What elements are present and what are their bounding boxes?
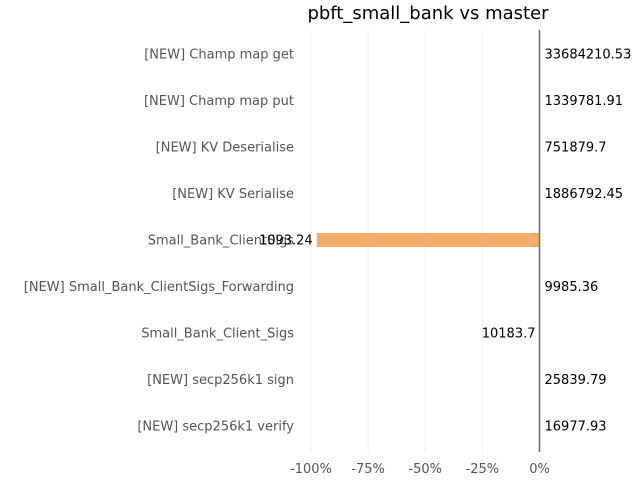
value-labels: 33684210.53 1339781.91 751879.7 1886792.45 1… bbox=[259, 48, 631, 435]
x-axis-ticks: -100% -75% -50% -25% 0% bbox=[290, 462, 550, 477]
x-tick-label: -25% bbox=[466, 462, 500, 477]
x-tick-label: -50% bbox=[408, 462, 442, 477]
category-label: [NEW] KV Serialise bbox=[172, 187, 294, 202]
category-label: [NEW] Champ map put bbox=[144, 94, 294, 109]
value-label: 1339781.91 bbox=[545, 94, 624, 109]
value-label: 1093.24 bbox=[259, 234, 313, 249]
category-label: [NEW] Champ map get bbox=[144, 48, 294, 63]
category-labels: [NEW] Champ map get [NEW] Champ map put [N… bbox=[24, 48, 295, 435]
category-label: Small_Bank_ClientSigs bbox=[148, 234, 295, 249]
x-tick-label: 0% bbox=[529, 462, 550, 477]
category-label: [NEW] secp256k1 sign bbox=[147, 373, 294, 388]
x-tick-label: -100% bbox=[290, 462, 332, 477]
value-label: 1886792.45 bbox=[545, 187, 624, 202]
value-label: 10183.7 bbox=[482, 327, 536, 342]
chart-title: pbft_small_bank vs master bbox=[307, 3, 549, 24]
category-label: [NEW] Small_Bank_ClientSigs_Forwarding bbox=[24, 280, 294, 295]
value-label: 9985.36 bbox=[545, 280, 599, 295]
category-label: [NEW] KV Deserialise bbox=[156, 141, 294, 156]
value-label: 751879.7 bbox=[545, 141, 607, 156]
category-label: [NEW] secp256k1 verify bbox=[137, 420, 294, 435]
x-tick-label: -75% bbox=[351, 462, 385, 477]
value-label: 25839.79 bbox=[545, 373, 607, 388]
value-label: 16977.93 bbox=[545, 420, 607, 435]
category-label: Small_Bank_Client_Sigs bbox=[141, 327, 294, 342]
value-label: 33684210.53 bbox=[545, 48, 632, 63]
bars bbox=[316, 233, 540, 247]
bar bbox=[316, 233, 540, 247]
